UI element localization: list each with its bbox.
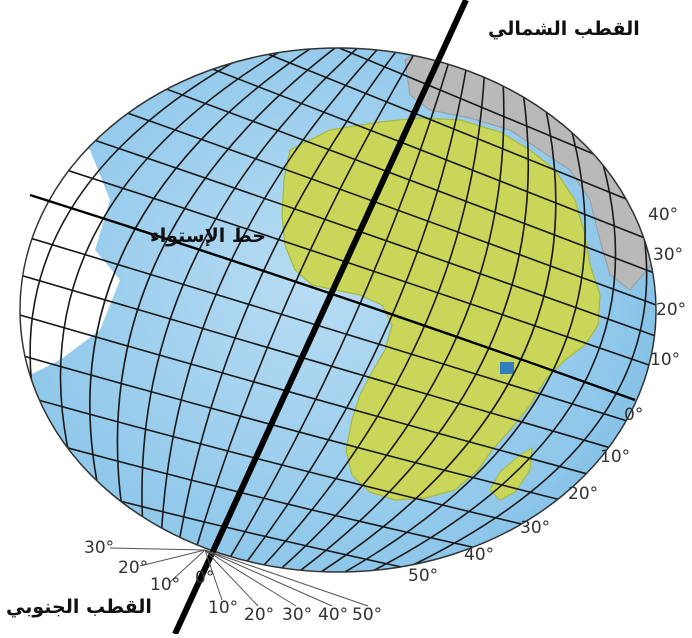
lon-tick-east-30: 30° [282, 605, 313, 625]
meridian-line [182, 48, 479, 572]
lat-tick-30s: 30° [520, 518, 551, 538]
meridian-line [170, 48, 461, 572]
meridian-ray [204, 549, 333, 607]
earth-axis [172, 0, 469, 636]
lon-tick-east-50: 50° [352, 605, 383, 625]
equator-label: خط الإستواء [150, 225, 266, 247]
north-pole-label: القطب الشمالي [488, 18, 640, 40]
lon-tick-east-20: 20° [244, 605, 275, 625]
parallel-line [20, 114, 656, 339]
equator-line [29, 193, 636, 402]
lat-tick-20s: 20° [568, 484, 599, 504]
lat-tick-40n: 40° [648, 205, 679, 225]
lat-tick-10n: 10° [650, 350, 681, 370]
meridian-ray [204, 549, 297, 607]
meridian-ray [139, 549, 206, 567]
lon-tick-center-0: 0° [195, 568, 215, 588]
meridian-line [190, 48, 505, 572]
meridian-ray [169, 549, 206, 583]
parallel-line [20, 274, 656, 464]
lat-tick-40s: 40° [464, 545, 495, 565]
lat-tick-30n: 30° [653, 245, 684, 265]
parallel-line [20, 314, 656, 495]
meridian-line [178, 48, 473, 572]
parallel-line [20, 48, 656, 245]
south-pole-label: القطب الجنوبي [6, 596, 152, 618]
meridian-line [186, 48, 487, 572]
lat-tick-10s: 10° [600, 447, 631, 467]
lon-tick-east-40: 40° [318, 605, 349, 625]
africa-landmass [281, 117, 601, 501]
globe-outline [19, 47, 657, 573]
parallel-line [20, 234, 656, 432]
lon-tick-west-10: 10° [150, 575, 181, 595]
lon-tick-west-20: 20° [118, 558, 149, 578]
lat-tick-0: 0° [624, 405, 644, 425]
lon-tick-east-10: 10° [208, 598, 239, 618]
meridian-ray [204, 549, 223, 601]
lon-tick-west-30: 30° [84, 538, 115, 558]
meridian-ray [204, 549, 259, 607]
parallel-line [20, 48, 656, 183]
lat-tick-20n: 20° [656, 300, 687, 320]
lake-victoria [500, 362, 514, 374]
parallel-line [20, 48, 656, 214]
lat-tick-50s: 50° [408, 566, 439, 586]
meridian-ray [109, 547, 206, 551]
meridian-ray [204, 549, 369, 607]
meridian-rays [109, 547, 369, 607]
